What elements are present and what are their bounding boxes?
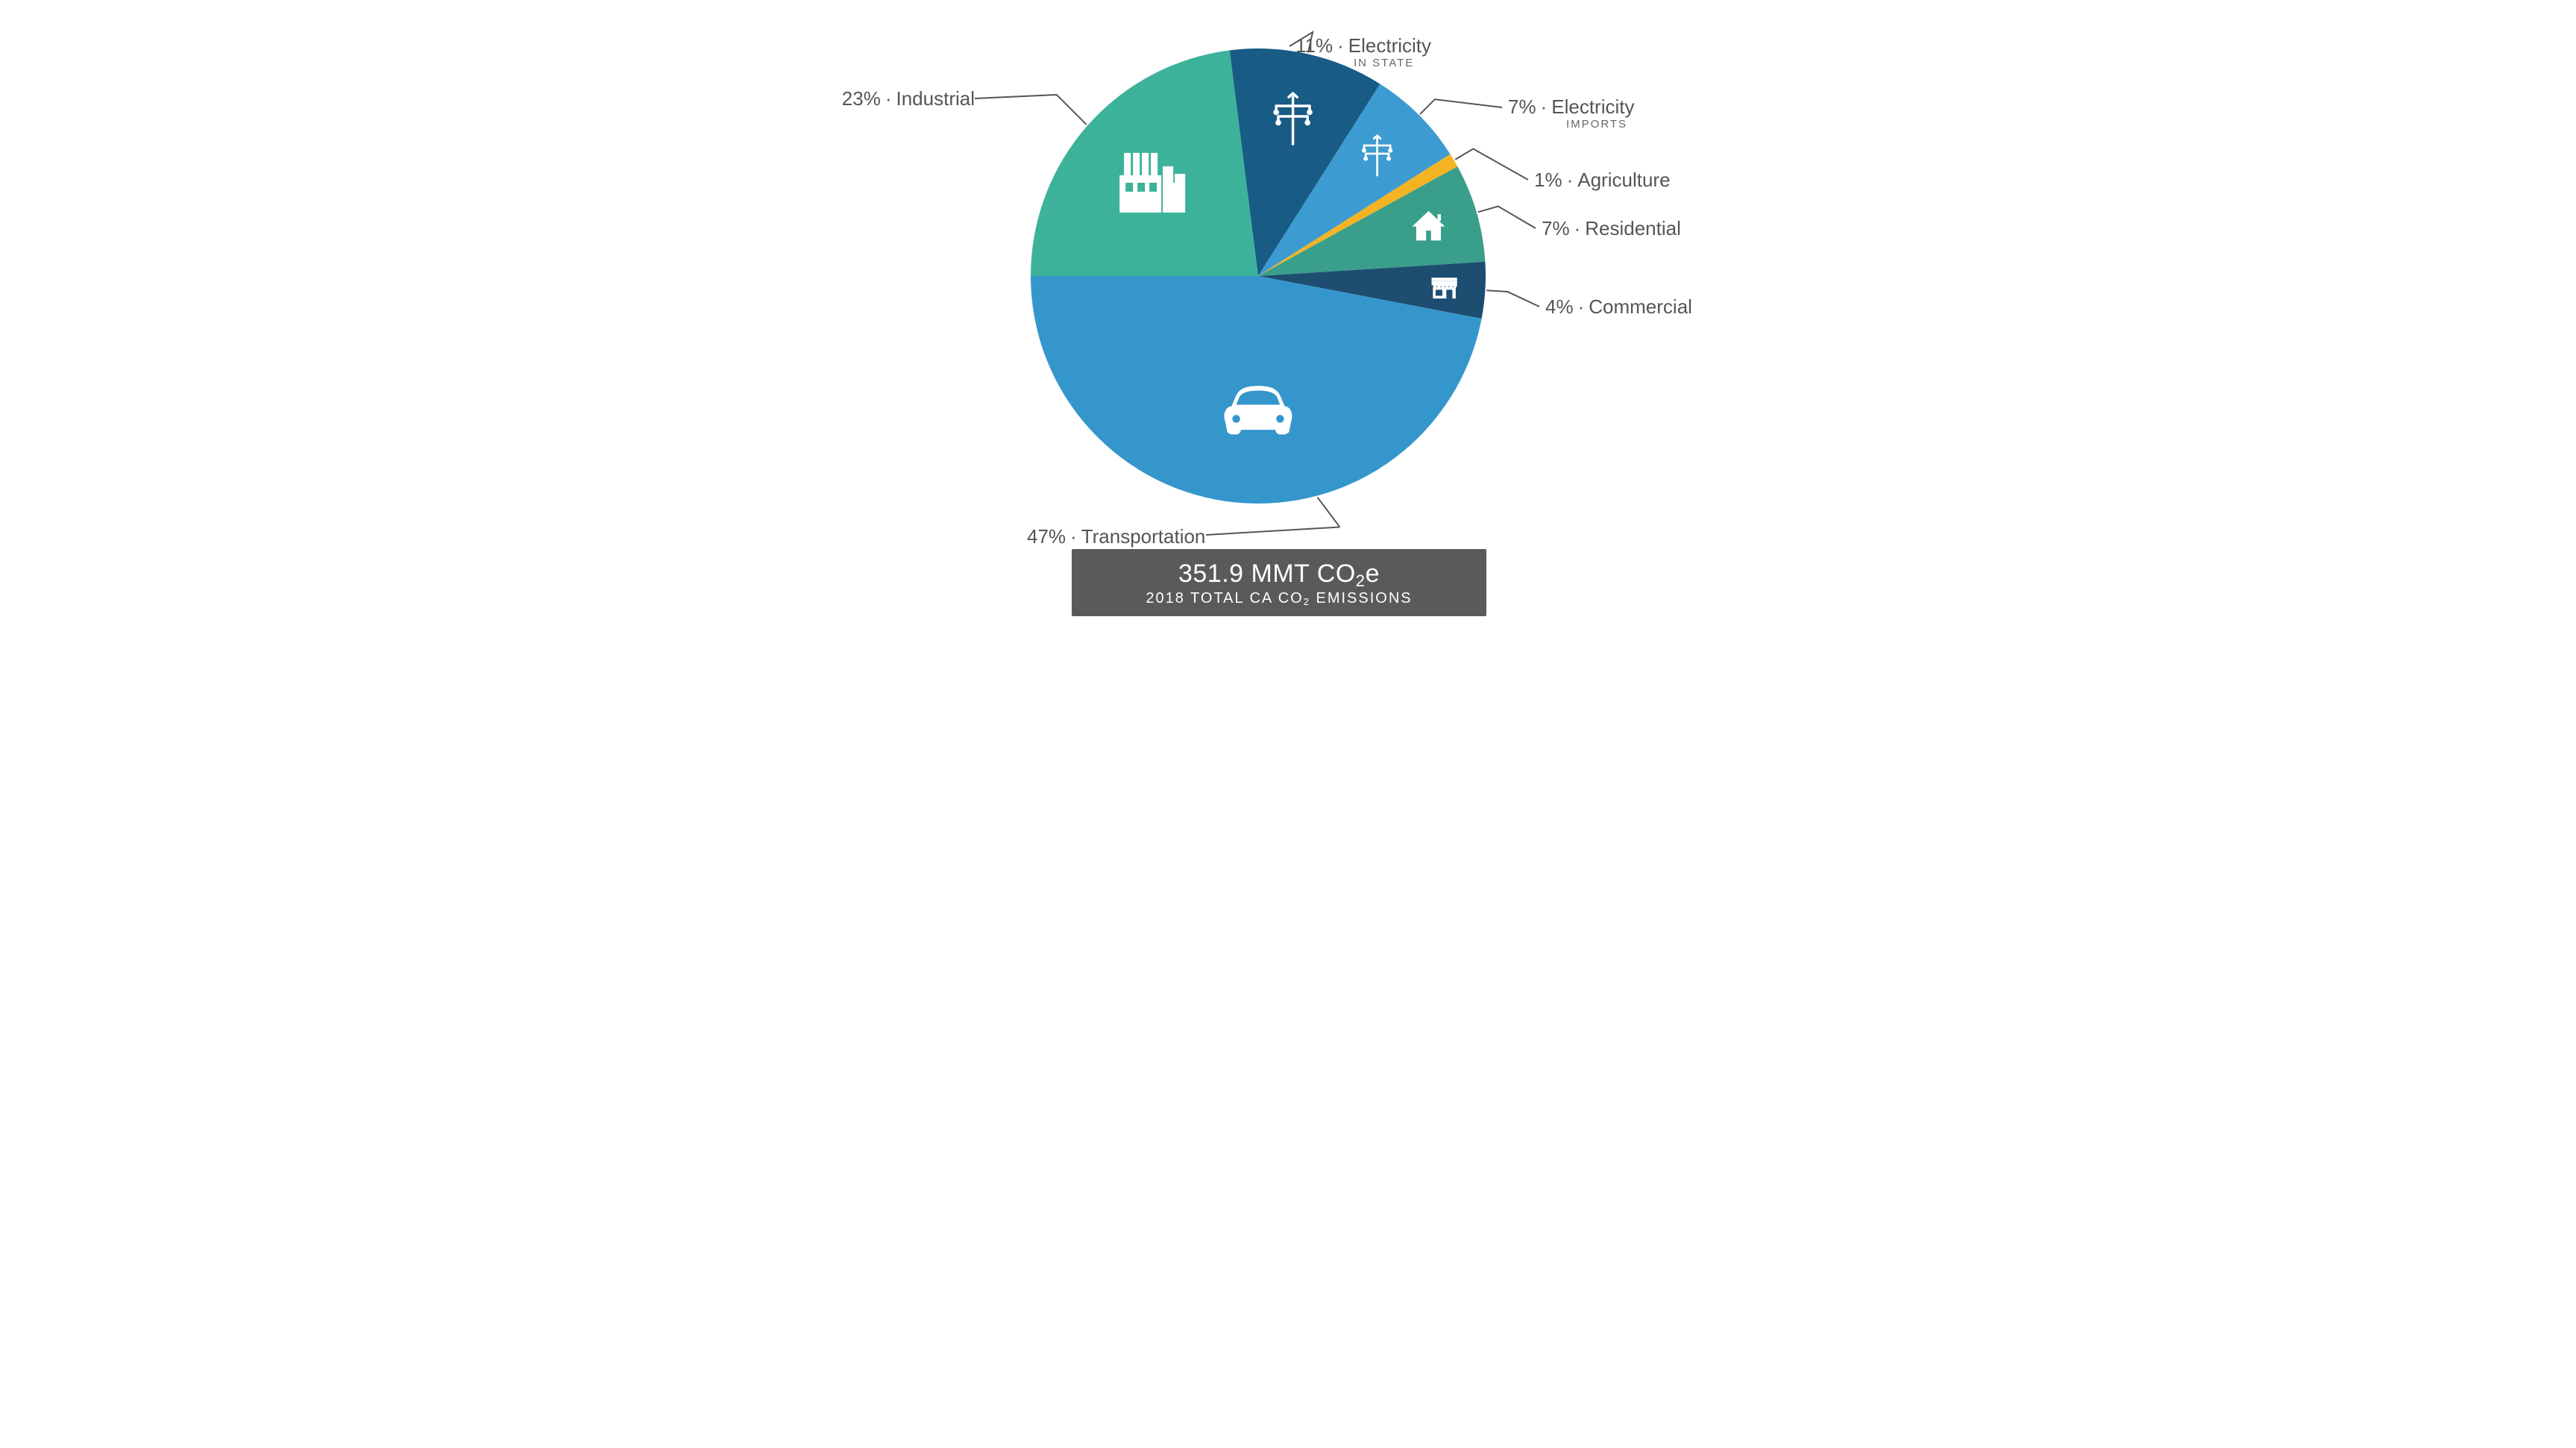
label-agriculture: 1%·Agriculture bbox=[1534, 169, 1671, 191]
label-industrial: 23%·Industrial bbox=[842, 88, 975, 110]
label-electricity_imports: 7%·ElectricityIMPORTS bbox=[1508, 97, 1635, 131]
label-residential: 7%·Residential bbox=[1542, 218, 1681, 239]
label-electricity_instate: 11%·ElectricityIN STATE bbox=[1295, 36, 1431, 69]
caption-line1: 351.9 MMT CO2e bbox=[1093, 560, 1466, 589]
chart-stage: 23%·Industrial 11%·ElectricityIN STATE 7%·… bbox=[751, 0, 1825, 604]
label-commercial: 4%·Commercial bbox=[1545, 296, 1692, 318]
leader-line bbox=[975, 95, 1087, 125]
leader-line bbox=[1420, 99, 1502, 114]
leader-line bbox=[1486, 290, 1539, 307]
caption-line2: 2018 TOTAL CA CO2 EMISSIONS bbox=[1093, 590, 1466, 607]
leader-line bbox=[1317, 498, 1339, 527]
leader-line bbox=[1455, 148, 1528, 180]
caption-box: 351.9 MMT CO2e 2018 TOTAL CA CO2 EMISSIO… bbox=[1072, 549, 1486, 616]
storefront-icon bbox=[1432, 278, 1457, 298]
label-transportation: 47%·Transportation bbox=[1027, 526, 1205, 548]
leader-line bbox=[1478, 207, 1536, 228]
leader-line bbox=[1206, 527, 1339, 535]
